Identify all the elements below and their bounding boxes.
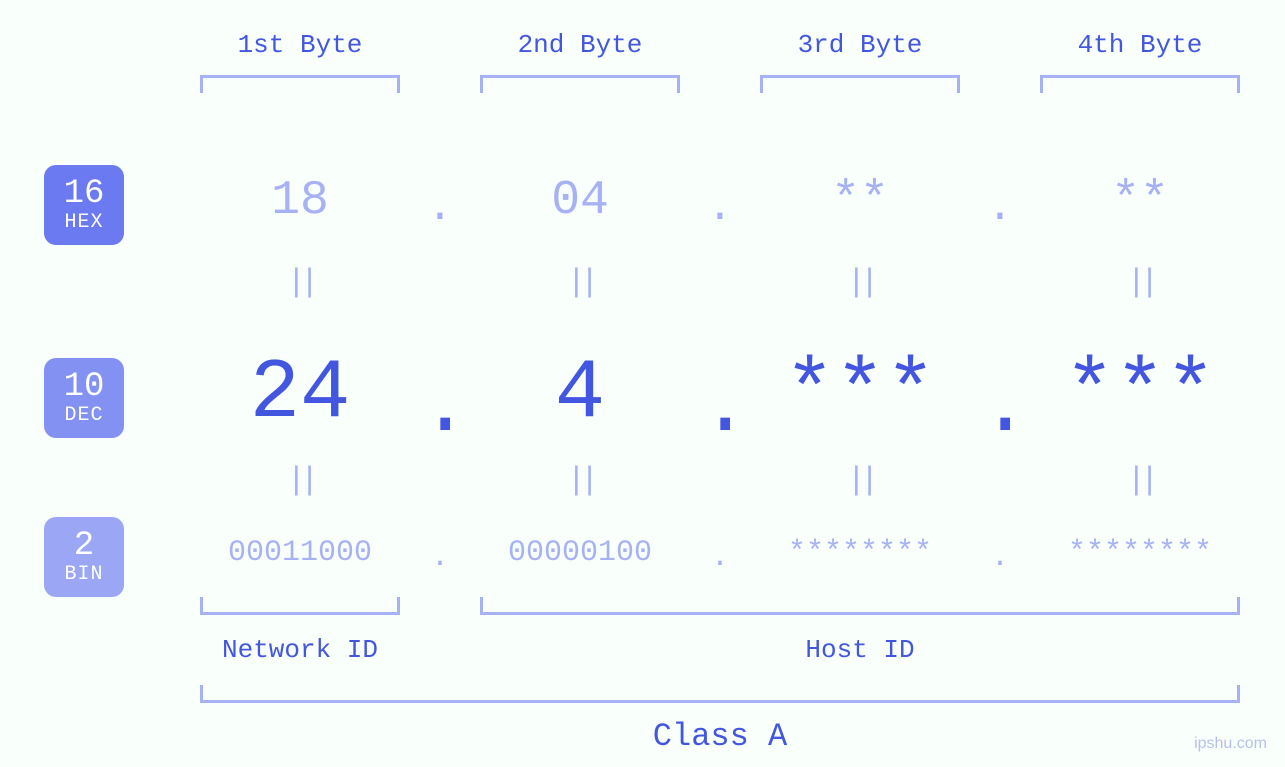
dec-value-4: *** (1020, 347, 1260, 442)
bin-value-2: 00000100 (460, 536, 700, 570)
hex-value-3: ** (740, 174, 980, 228)
hex-value-1: 18 (180, 174, 420, 228)
badge-bin: 2 BIN (44, 517, 124, 597)
dec-dot-1: . (420, 361, 460, 456)
eq-hex-dec-1: || (280, 264, 320, 301)
eq-dec-bin-3: || (840, 462, 880, 499)
bin-dot-1: . (420, 541, 460, 575)
bin-value-4: ******** (1020, 536, 1260, 570)
bin-value-1: 00011000 (180, 536, 420, 570)
dec-dot-2: . (700, 361, 740, 456)
dec-value-3: *** (740, 347, 980, 442)
hex-dot-2: . (700, 183, 740, 233)
byte-bracket-4 (1040, 75, 1240, 93)
watermark: ipshu.com (1194, 735, 1267, 753)
diagram-root: 16 HEX 10 DEC 2 BIN 1st Byte 2nd Byte 3rd … (0, 0, 1285, 767)
byte-label-2: 2nd Byte (480, 30, 680, 60)
byte-label-4: 4th Byte (1040, 30, 1240, 60)
badge-dec-num: 10 (64, 370, 105, 406)
badge-dec-abbr: DEC (64, 405, 103, 426)
class-bracket (200, 685, 1240, 703)
eq-dec-bin-2: || (560, 462, 600, 499)
eq-hex-dec-3: || (840, 264, 880, 301)
hex-value-4: ** (1020, 174, 1260, 228)
class-label: Class A (200, 718, 1240, 755)
byte-bracket-1 (200, 75, 400, 93)
badge-hex: 16 HEX (44, 165, 124, 245)
byte-bracket-3 (760, 75, 960, 93)
dec-value-1: 24 (180, 347, 420, 442)
host-bracket (480, 597, 1240, 615)
byte-label-1: 1st Byte (200, 30, 400, 60)
dec-dot-3: . (980, 361, 1020, 456)
bin-value-3: ******** (740, 536, 980, 570)
network-label: Network ID (200, 635, 400, 665)
bin-dot-2: . (700, 541, 740, 575)
badge-hex-num: 16 (64, 177, 105, 213)
hex-dot-3: . (980, 183, 1020, 233)
eq-hex-dec-4: || (1120, 264, 1160, 301)
host-label: Host ID (480, 635, 1240, 665)
badge-bin-abbr: BIN (64, 564, 103, 585)
eq-dec-bin-1: || (280, 462, 320, 499)
bin-dot-3: . (980, 541, 1020, 575)
hex-value-2: 04 (460, 174, 700, 228)
badge-dec: 10 DEC (44, 358, 124, 438)
network-bracket (200, 597, 400, 615)
eq-dec-bin-4: || (1120, 462, 1160, 499)
dec-value-2: 4 (460, 347, 700, 442)
badge-hex-abbr: HEX (64, 212, 103, 233)
eq-hex-dec-2: || (560, 264, 600, 301)
byte-label-3: 3rd Byte (760, 30, 960, 60)
hex-dot-1: . (420, 183, 460, 233)
byte-bracket-2 (480, 75, 680, 93)
badge-bin-num: 2 (74, 529, 94, 565)
